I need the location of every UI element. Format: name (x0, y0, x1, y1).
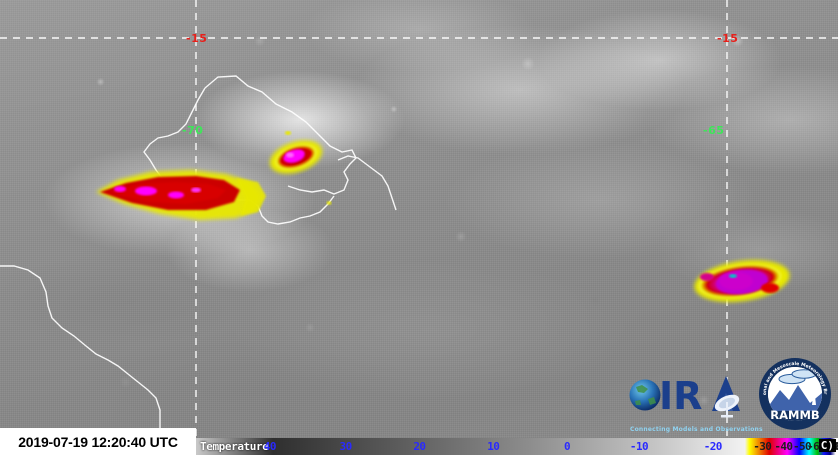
convective-cell-central (269, 131, 332, 205)
rammb-logo: RAMMB Regional and Mesoscale Meteorology… (758, 357, 831, 430)
colorbar-tick-0: 0 (564, 440, 571, 453)
colorbar-tick-30: 30 (339, 440, 353, 453)
lon-label-east: -65 (703, 124, 725, 137)
timestamp-label: 2019-07-19 12:20:40 UTC (0, 428, 196, 455)
colorbar-gradient (196, 438, 838, 455)
colorbar-tick-20: 20 (413, 440, 426, 453)
temperature-colorbar: Temperature 403020100-10-20-30-40-50-60-… (196, 438, 838, 455)
svg-text:IR: IR (659, 374, 702, 418)
colorbar-title: Temperature (200, 440, 269, 453)
cira-tagline: Connecting Models and Observations (630, 426, 763, 433)
branding-logos: IR Connecting Models and Observations (626, 353, 832, 433)
convective-cell-elongated-mcs-west (96, 170, 266, 220)
lat-label-west: -15 (186, 32, 208, 45)
rammb-wordmark: RAMMB (770, 408, 819, 422)
convective-cell-east (694, 260, 790, 302)
colorbar-tick-minus40: -40 (774, 440, 793, 453)
lon-label-west: -70 (182, 124, 204, 137)
colorbar-tick-minus10: -10 (629, 440, 649, 453)
colorbar-tick-minus20: -20 (703, 440, 723, 453)
cira-logo: IR (629, 374, 740, 418)
colorbar-tick-minus30: -30 (753, 440, 772, 453)
lat-label-east: -15 (717, 32, 739, 45)
graticule-gridlines (0, 0, 838, 438)
colorbar-tick-40: 40 (263, 440, 277, 453)
political-borders (0, 75, 397, 440)
colorbar-unit: C) (818, 439, 836, 452)
colorbar-tick-minus50: -50 (793, 440, 812, 453)
colorbar-tick-10: 10 (487, 440, 500, 453)
